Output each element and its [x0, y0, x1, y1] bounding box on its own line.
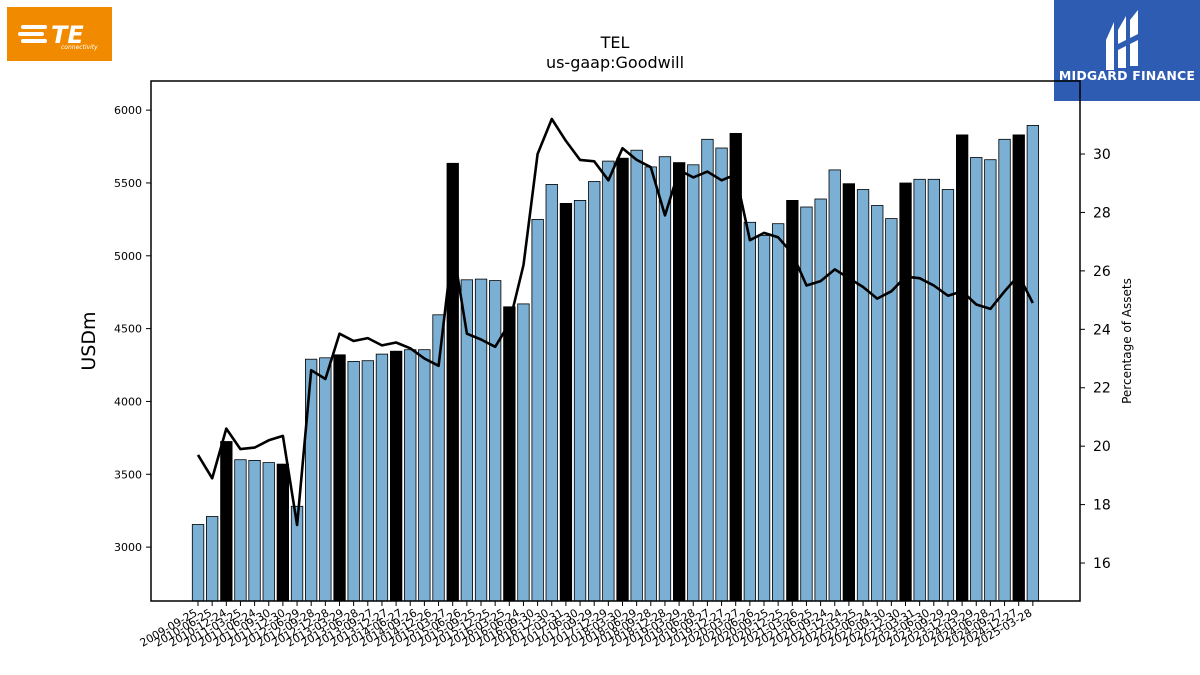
bar	[220, 441, 233, 602]
y2-tick-label: 26	[1093, 264, 1111, 280]
bar	[842, 183, 855, 602]
midgard-logo-text: MIDGARD FINANCE	[1058, 68, 1196, 83]
y2-tick-label: 30	[1093, 147, 1111, 163]
y2-tick-label: 20	[1093, 439, 1111, 455]
bar	[998, 138, 1011, 602]
y-tick-label: 5500	[114, 177, 142, 190]
bar	[503, 306, 516, 602]
y2-tick-label: 16	[1093, 556, 1111, 572]
bar	[984, 159, 997, 602]
bar	[687, 164, 700, 602]
te-logo-subtext: connectivity	[61, 44, 98, 51]
bar	[956, 134, 969, 602]
bar	[701, 138, 714, 602]
bar	[673, 162, 686, 602]
bar	[772, 223, 785, 602]
bar	[602, 160, 615, 602]
y2-tick-label: 22	[1093, 381, 1111, 397]
y-axis-right: 16 18 20 22 24 26 28 30	[1080, 147, 1111, 572]
y-tick-label: 4000	[114, 395, 142, 408]
percent-of-assets-line	[196, 117, 1034, 527]
bar	[531, 218, 544, 602]
bar	[616, 157, 629, 602]
bar	[644, 166, 657, 602]
bar	[304, 358, 318, 602]
y-axis-left-label: USDm	[78, 311, 100, 370]
bar	[333, 354, 346, 602]
chart-subtitle: us-gaap:Goodwill	[546, 53, 684, 72]
bar	[743, 221, 756, 602]
bar	[573, 199, 587, 602]
bar	[234, 459, 247, 602]
bar	[729, 132, 742, 602]
bar	[488, 280, 502, 602]
bar	[658, 156, 672, 602]
bar	[347, 360, 360, 602]
bar	[474, 278, 488, 602]
bar	[276, 463, 290, 602]
bar	[970, 157, 983, 602]
bar	[319, 357, 332, 602]
y-tick-label: 3000	[114, 541, 142, 554]
y-tick-label: 4500	[114, 323, 142, 336]
midgard-logo-graphic	[1106, 10, 1138, 70]
te-connectivity-logo: TE connectivity	[7, 7, 112, 61]
bar	[262, 462, 275, 602]
bar	[191, 524, 205, 602]
y2-tick-label: 24	[1093, 322, 1111, 338]
bar	[559, 202, 573, 602]
bar	[389, 350, 403, 602]
bar	[828, 169, 841, 602]
bar	[800, 206, 813, 602]
bar	[715, 147, 728, 602]
te-logo-graphic: TE	[18, 21, 84, 49]
y2-tick-label: 18	[1093, 498, 1111, 514]
bar	[361, 360, 375, 602]
bar	[871, 205, 884, 602]
bar	[404, 349, 417, 602]
bar	[630, 149, 643, 602]
bar	[545, 183, 558, 602]
x-axis: 2009-09-252010-06-252010-12-242011-03-25…	[138, 601, 1034, 650]
bar	[913, 178, 926, 602]
y-tick-label: 5000	[114, 250, 142, 263]
y2-tick-label: 28	[1093, 205, 1111, 221]
chart-title: TEL	[600, 33, 630, 52]
bar	[517, 303, 530, 602]
bar	[588, 181, 601, 602]
y-axis-left: 3000 3500 4000 4500 5000 5500 6000	[114, 104, 151, 554]
bar	[757, 234, 771, 602]
bar	[248, 459, 261, 602]
bar	[446, 162, 459, 602]
midgard-finance-logo: MIDGARD FINANCE	[1054, 0, 1200, 101]
bar	[1012, 134, 1025, 602]
bar	[941, 189, 955, 602]
bar	[856, 189, 870, 602]
plot-frame	[150, 80, 1081, 602]
bar-series	[191, 125, 1039, 602]
bar	[885, 218, 898, 602]
y-axis-right-label: Percentage of Assets	[1120, 278, 1134, 404]
y-tick-label: 6000	[114, 104, 142, 117]
bar	[899, 182, 912, 602]
bar	[375, 353, 389, 602]
te-logo-mark: TE	[51, 21, 84, 49]
y-tick-label: 3500	[114, 468, 142, 481]
bar	[418, 349, 431, 602]
line-series	[196, 117, 1034, 527]
bar	[1026, 125, 1039, 602]
bar	[814, 198, 827, 602]
bar	[205, 516, 219, 602]
bar	[927, 178, 940, 602]
